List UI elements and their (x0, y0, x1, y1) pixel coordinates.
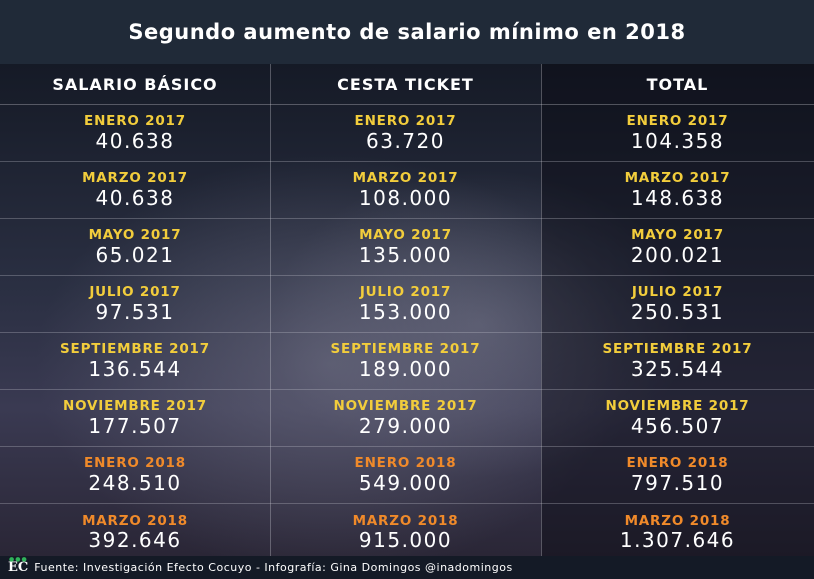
cell-date: ENERO 2017 (354, 113, 457, 130)
cell-value: 177.507 (88, 413, 182, 438)
cell-value: 40.638 (95, 185, 175, 210)
cell-total: MARZO 2017 148.638 (541, 162, 814, 218)
cell-value: 915.000 (358, 528, 453, 553)
cell-value: 456.507 (630, 413, 725, 438)
cell-date: ENERO 2018 (626, 455, 729, 472)
cell-value: 189.000 (358, 356, 453, 381)
table-body: ENERO 2017 40.638 ENERO 2017 63.720 ENERO 20… (0, 105, 814, 561)
cell-value: 325.544 (630, 356, 725, 381)
cell-date: ENERO 2018 (354, 455, 457, 472)
cell-date: NOVIEMBRE 2017 (605, 398, 750, 415)
cell-cesta-ticket: ENERO 2018 549.000 (270, 447, 541, 503)
cell-date: SEPTIEMBRE 2017 (330, 341, 481, 358)
table-row: MARZO 2018 392.646 MARZO 2018 915.000 MARZO … (0, 504, 814, 561)
cell-value: 65.021 (95, 242, 175, 267)
cell-value: 549.000 (358, 470, 453, 495)
cell-value: 40.638 (95, 128, 175, 153)
cell-date: MAYO 2017 (88, 227, 182, 244)
cell-date: MARZO 2018 (624, 512, 731, 529)
cell-total: JULIO 2017 250.531 (541, 276, 814, 332)
cell-date: SEPTIEMBRE 2017 (60, 341, 210, 358)
cell-date: JULIO 2017 (359, 284, 452, 301)
cell-date: MARZO 2017 (352, 170, 459, 187)
column-divider (541, 64, 542, 556)
cell-value: 135.000 (358, 242, 453, 267)
cell-total: SEPTIEMBRE 2017 325.544 (541, 333, 814, 389)
cell-value: 248.510 (88, 470, 182, 495)
logo-dots: ●●● (9, 556, 28, 563)
cell-cesta-ticket: NOVIEMBRE 2017 279.000 (270, 390, 541, 446)
cell-value: 97.531 (95, 299, 175, 324)
title-bar: Segundo aumento de salario mínimo en 201… (0, 0, 814, 64)
cell-value: 279.000 (358, 413, 453, 438)
cell-value: 250.531 (630, 299, 725, 324)
cell-date: MARZO 2018 (82, 512, 188, 529)
table-row: ENERO 2017 40.638 ENERO 2017 63.720 ENERO 20… (0, 105, 814, 162)
cell-salario-basico: MARZO 2017 40.638 (0, 162, 270, 218)
source-credit: Fuente: Investigación Efecto Cocuyo - In… (34, 561, 513, 574)
column-divider (270, 64, 271, 556)
cell-value: 797.510 (630, 470, 725, 495)
cell-value: 108.000 (358, 185, 453, 210)
cell-value: 136.544 (88, 356, 182, 381)
table-row: NOVIEMBRE 2017 177.507 NOVIEMBRE 2017 279.0… (0, 390, 814, 447)
table-header: SALARIO BÁSICO CESTA TICKET TOTAL (0, 64, 814, 105)
cell-total: ENERO 2017 104.358 (541, 105, 814, 161)
cell-date: NOVIEMBRE 2017 (63, 398, 207, 415)
total-column-shade (541, 64, 814, 556)
cell-cesta-ticket: JULIO 2017 153.000 (270, 276, 541, 332)
cell-value: 392.646 (88, 528, 182, 553)
cell-value: 200.021 (630, 242, 725, 267)
cell-salario-basico: MARZO 2018 392.646 (0, 504, 270, 561)
footer: ●●● EC Fuente: Investigación Efecto Cocu… (0, 556, 814, 579)
table-row: JULIO 2017 97.531 JULIO 2017 153.000 JULIO 2… (0, 276, 814, 333)
cell-date: ENERO 2017 (84, 113, 186, 130)
cell-cesta-ticket: MAYO 2017 135.000 (270, 219, 541, 275)
cell-date: MARZO 2017 (82, 170, 188, 187)
cell-date: MARZO 2018 (352, 512, 459, 529)
cell-salario-basico: MAYO 2017 65.021 (0, 219, 270, 275)
cell-total: MARZO 2018 1.307.646 (541, 504, 814, 561)
table-row: ENERO 2018 248.510 ENERO 2018 549.000 ENERO … (0, 447, 814, 504)
cell-date: JULIO 2017 (631, 284, 724, 301)
cell-salario-basico: JULIO 2017 97.531 (0, 276, 270, 332)
cell-value: 153.000 (358, 299, 453, 324)
cell-date: NOVIEMBRE 2017 (333, 398, 478, 415)
cell-cesta-ticket: ENERO 2017 63.720 (270, 105, 541, 161)
cell-salario-basico: NOVIEMBRE 2017 177.507 (0, 390, 270, 446)
header-cesta-ticket: CESTA TICKET (337, 74, 474, 94)
cell-date: MAYO 2017 (631, 227, 724, 244)
logo-text: EC (8, 560, 29, 575)
cell-date: ENERO 2017 (626, 113, 729, 130)
salary-table: SALARIO BÁSICO CESTA TICKET TOTAL ENERO … (0, 64, 814, 556)
cell-value: 104.358 (630, 128, 725, 153)
page-title: Segundo aumento de salario mínimo en 201… (128, 20, 686, 44)
cell-value: 148.638 (630, 185, 725, 210)
cell-total: MAYO 2017 200.021 (541, 219, 814, 275)
cell-cesta-ticket: MARZO 2018 915.000 (270, 504, 541, 561)
cell-date: SEPTIEMBRE 2017 (602, 341, 753, 358)
cell-value: 63.720 (366, 128, 445, 153)
cell-date: MAYO 2017 (359, 227, 452, 244)
cell-salario-basico: SEPTIEMBRE 2017 136.544 (0, 333, 270, 389)
cell-total: ENERO 2018 797.510 (541, 447, 814, 503)
header-salario-basico: SALARIO BÁSICO (52, 74, 218, 94)
cell-date: MARZO 2017 (624, 170, 731, 187)
cell-date: ENERO 2018 (84, 455, 186, 472)
cell-value: 1.307.646 (619, 528, 736, 553)
efecto-cocuyo-logo: ●●● EC (8, 556, 29, 575)
header-total: TOTAL (646, 74, 709, 94)
table-row: MAYO 2017 65.021 MAYO 2017 135.000 MAYO 2017… (0, 219, 814, 276)
cell-cesta-ticket: MARZO 2017 108.000 (270, 162, 541, 218)
cell-date: JULIO 2017 (89, 284, 181, 301)
cell-salario-basico: ENERO 2017 40.638 (0, 105, 270, 161)
cell-total: NOVIEMBRE 2017 456.507 (541, 390, 814, 446)
cell-salario-basico: ENERO 2018 248.510 (0, 447, 270, 503)
table-row: SEPTIEMBRE 2017 136.544 SEPTIEMBRE 2017 189… (0, 333, 814, 390)
table-row: MARZO 2017 40.638 MARZO 2017 108.000 MARZO 2… (0, 162, 814, 219)
cell-cesta-ticket: SEPTIEMBRE 2017 189.000 (270, 333, 541, 389)
